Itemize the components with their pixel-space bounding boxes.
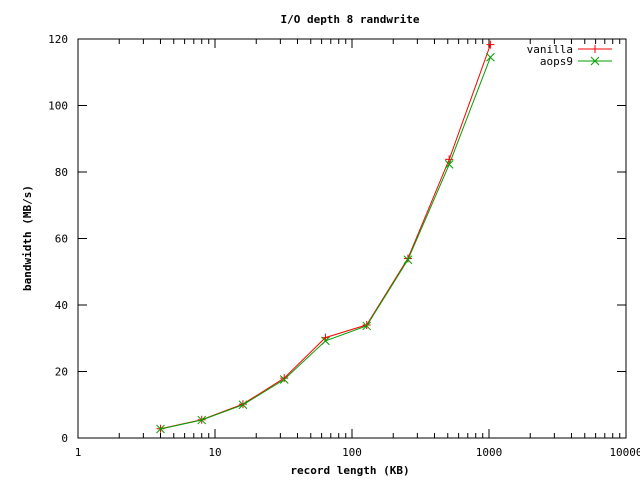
data-point-vanilla bbox=[486, 40, 495, 49]
data-point-aops9 bbox=[321, 336, 330, 346]
x-tick-label: 1 bbox=[75, 446, 82, 459]
x-tick-label: 10000 bbox=[609, 446, 640, 459]
data-point-vanilla bbox=[403, 254, 412, 263]
x-tick-label: 100 bbox=[342, 446, 362, 459]
legend-label-vanilla: vanilla bbox=[527, 43, 573, 56]
data-point-vanilla bbox=[362, 320, 371, 329]
data-point-vanilla bbox=[280, 374, 289, 383]
legend-label-aops9: aops9 bbox=[540, 55, 573, 68]
y-tick-label: 40 bbox=[55, 299, 68, 312]
y-tick-label: 120 bbox=[48, 33, 68, 46]
y-tick-label: 100 bbox=[48, 100, 68, 113]
series-line-vanilla bbox=[160, 44, 491, 430]
data-point-aops9 bbox=[362, 321, 372, 331]
data-point-aops9 bbox=[156, 424, 165, 434]
data-point-aops9 bbox=[238, 400, 248, 410]
x-axis: 1 10 100 1000 10000 bbox=[75, 39, 640, 459]
series-line-aops9 bbox=[160, 57, 491, 430]
y-tick-label: 0 bbox=[61, 432, 68, 445]
y-axis: 0 20 40 60 80 100 120 bbox=[48, 33, 626, 445]
x-tick-label: 1000 bbox=[476, 446, 503, 459]
y-axis-label: bandwidth (MB/s) bbox=[21, 185, 34, 291]
x-axis-label: record length (KB) bbox=[290, 464, 409, 477]
data-point-aops9 bbox=[279, 375, 289, 384]
data-point-aops9 bbox=[197, 415, 207, 425]
data-point-aops9 bbox=[403, 255, 413, 265]
y-tick-label: 80 bbox=[55, 166, 68, 179]
legend-marker-vanilla bbox=[591, 45, 599, 53]
x-tick-label: 10 bbox=[208, 446, 221, 459]
legend-marker-aops9 bbox=[590, 56, 600, 66]
data-point-aops9 bbox=[486, 52, 495, 62]
data-point-aops9 bbox=[444, 159, 454, 169]
y-tick-label: 60 bbox=[55, 233, 68, 246]
chart-title: I/O depth 8 randwrite bbox=[280, 13, 419, 26]
plot-frame bbox=[77, 38, 627, 439]
series-layer bbox=[156, 40, 495, 434]
y-tick-label: 20 bbox=[55, 366, 68, 379]
data-point-vanilla bbox=[445, 155, 454, 164]
